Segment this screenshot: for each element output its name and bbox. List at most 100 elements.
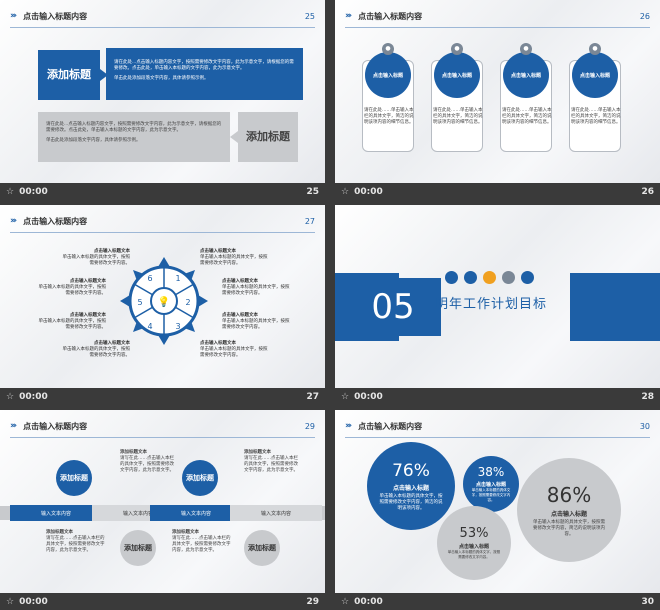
section-number: 05 xyxy=(345,278,441,336)
caption-time: 00:00 xyxy=(19,597,48,607)
stat-text: 单击输入本标题的具体文字，按照需要修改文字内容。 xyxy=(471,488,511,502)
band-text: 请在此处...点击输入标题内容文字，按照需要修改文字内容，此为示意文字，请根据您… xyxy=(46,122,222,133)
caption-time: 00:00 xyxy=(354,392,383,402)
label-text: 单击输入本标题的具体文字，按照需要修改文字内容。 xyxy=(62,255,131,266)
label-text: 单击输入本标题的具体文字，按照需要修改文字内容。 xyxy=(38,285,107,296)
slide-caption: ☆ 00:00 29 xyxy=(0,593,325,610)
pie-chart-icon xyxy=(464,271,477,284)
stat-text: 单击输入本标题的具体文字，按照需要修改文字内容，简洁的说明该项内容。 xyxy=(533,519,605,537)
header-rule xyxy=(10,27,315,28)
title-box-1: 添加标题 xyxy=(38,50,108,100)
label-text: 单击输入本标题的具体文字，按照需要修改文字内容。 xyxy=(200,347,268,358)
label-block: 点击输入标题文本 单击输入本标题的具体文字，按照需要修改文字内容。 xyxy=(222,279,292,297)
slide-caption: ☆ 00:00 30 xyxy=(335,593,660,610)
text-band-2: 请在此处...点击输入标题内容文字，按照需要修改文字内容，此为示意文字，请根据您… xyxy=(38,112,230,162)
slide-caption: ☆ 00:00 25 xyxy=(0,183,325,201)
gear-diagram: 💡 1 2 3 4 5 6 xyxy=(120,257,208,345)
slide-title: 点击输入标题内容 xyxy=(23,11,88,21)
segment-number: 4 xyxy=(147,322,152,331)
slide-caption: ☆ 00:00 27 xyxy=(0,388,325,406)
caption-label: 输入文本内容 xyxy=(150,505,242,521)
card-text: 请在此处……单击输入本栏的具体文字，简洁的说明该项内容的细节信息。 xyxy=(433,108,483,125)
step-text: 请写在此……点击输入本栏的具体文字，按照需要修改文字内容，此为示意文字。 xyxy=(244,456,298,473)
label-title: 点击输入标题文本 xyxy=(70,279,106,284)
label-title: 点击输入标题文本 xyxy=(222,313,258,318)
step-title: 添加标题文本 xyxy=(172,530,199,535)
segment-number: 6 xyxy=(147,274,152,283)
band-small-text: 单击此处添加段落文字内容，具体请参照示例。 xyxy=(46,138,141,143)
segment-number: 5 xyxy=(137,298,142,307)
step-title: 添加标题文本 xyxy=(244,450,271,455)
star-icon: ☆ xyxy=(6,187,15,197)
slide-title: 点击输入标题内容 xyxy=(358,421,423,431)
bar-chart-icon xyxy=(445,271,458,284)
star-icon: ☆ xyxy=(341,187,350,197)
header-rule xyxy=(10,437,315,438)
step-circle: 添加标题 xyxy=(56,460,92,496)
stat-title: 点击输入标题 xyxy=(550,510,587,518)
caption-label: 输入文本内容 xyxy=(230,505,322,521)
header-rule xyxy=(10,232,315,233)
star-icon: ☆ xyxy=(6,392,15,402)
slide-caption: ☆ 00:00 28 xyxy=(335,388,660,406)
star-icon: ☆ xyxy=(341,597,350,607)
slide-title: 点击输入标题内容 xyxy=(23,216,88,226)
stat-text: 单击输入本标题的具体文字，按照需要修改文字内容，简洁的说明该项内容。 xyxy=(379,493,443,511)
slide-title: 点击输入标题内容 xyxy=(23,421,88,431)
star-icon: ☆ xyxy=(341,392,350,402)
card-text: 请在此处……单击输入本栏的具体文字，简洁的说明该项内容的细节信息。 xyxy=(502,108,552,125)
step-title: 添加标题文本 xyxy=(120,450,147,455)
right-band xyxy=(570,273,660,341)
search-icon xyxy=(483,271,496,284)
caption-number: 27 xyxy=(306,392,319,402)
card-text: 请在此处……单击输入本栏的具体文字，简洁的说明该项内容的细节信息。 xyxy=(364,108,414,125)
section-title: 明年工作计划目标 xyxy=(435,297,548,312)
label-title: 点击输入标题文本 xyxy=(94,341,130,346)
label-text: 单击输入本标题的具体文字，按照需要修改文字内容。 xyxy=(62,347,131,358)
label-title: 点击输入标题文本 xyxy=(222,279,258,284)
icon-row xyxy=(445,271,534,284)
label-block: 点击输入标题文本 单击输入本标题的具体文字，按照需要修改文字内容。 xyxy=(60,341,131,359)
caption-number: 30 xyxy=(641,597,654,607)
header-arrows-icon: ››› xyxy=(10,421,17,431)
caption-number: 29 xyxy=(306,597,319,607)
stat-percent: 53% xyxy=(459,526,489,541)
band-small-text: 单击此处添加段落文字内容，具体请参照示例。 xyxy=(114,76,209,81)
document-icon xyxy=(502,271,515,284)
label-title: 点击输入标题文本 xyxy=(94,249,130,254)
stat-title: 点击输入标题 xyxy=(392,484,429,492)
calendar-icon xyxy=(521,271,534,284)
label-title: 点击输入标题文本 xyxy=(200,341,236,346)
segment-number: 3 xyxy=(175,322,180,331)
step-text: 请写在此……点击输入本栏的具体文字，按照需要修改文字内容，此为示意文字。 xyxy=(172,536,231,553)
label-block: 点击输入标题文本 单击输入本标题的具体文字，按照需要修改文字内容。 xyxy=(200,249,270,267)
step-block: 添加标题文本 请写在此……点击输入本栏的具体文字，按照需要修改文字内容，此为示意文… xyxy=(120,450,178,474)
band-text: 请在此处...点击输入标题内容文字，按照需要修改文字内容，此为示意文字，请根据您… xyxy=(114,60,294,71)
text-band-1: 请在此处...点击输入标题内容文字，按照需要修改文字内容，此为示意文字，请根据您… xyxy=(106,48,303,100)
step-circle: 添加标题 xyxy=(120,530,156,566)
caption-number: 28 xyxy=(641,392,654,402)
slide-number: 30 xyxy=(639,421,650,431)
label-block: 点击输入标题文本 单击输入本标题的具体文字，按照需要修改文字内容。 xyxy=(36,313,107,331)
card-title: 点击输入标题 xyxy=(434,52,480,98)
stat-text: 单击输入本标题的具体文字，按照需要修改文字内容。 xyxy=(447,550,501,559)
step-circle: 添加标题 xyxy=(182,460,218,496)
header-arrows-icon: ››› xyxy=(345,421,352,431)
segment-number: 2 xyxy=(185,298,190,307)
label-block: 点击输入标题文本 单击输入本标题的具体文字，按照需要修改文字内容。 xyxy=(36,279,107,297)
label-block: 点击输入标题文本 单击输入本标题的具体文字，按照需要修改文字内容。 xyxy=(200,341,270,359)
step-text: 请写在此……点击输入本栏的具体文字，按照需要修改文字内容，此为示意文字。 xyxy=(120,456,174,473)
caption-number: 26 xyxy=(641,187,654,197)
caption-time: 00:00 xyxy=(19,187,48,197)
header-rule xyxy=(345,27,650,28)
title-box-2: 添加标题 xyxy=(230,112,298,162)
card-text: 请在此处……单击输入本栏的具体文字，简洁的说明该项内容的细节信息。 xyxy=(571,108,621,125)
label-text: 单击输入本标题的具体文字，按照需要修改文字内容。 xyxy=(222,285,290,296)
stat-title: 点击输入标题 xyxy=(458,544,489,550)
label-block: 点击输入标题文本 单击输入本标题的具体文字，按照需要修改文字内容。 xyxy=(60,249,131,267)
stat-circle: 53% 点击输入标题 单击输入本标题的具体文字，按照需要修改文字内容。 xyxy=(437,506,511,580)
header-arrows-icon: ››› xyxy=(345,11,352,21)
camera-icon: ● xyxy=(451,43,463,55)
step-circle: 添加标题 xyxy=(244,530,280,566)
stat-title: 点击输入标题 xyxy=(475,482,506,488)
